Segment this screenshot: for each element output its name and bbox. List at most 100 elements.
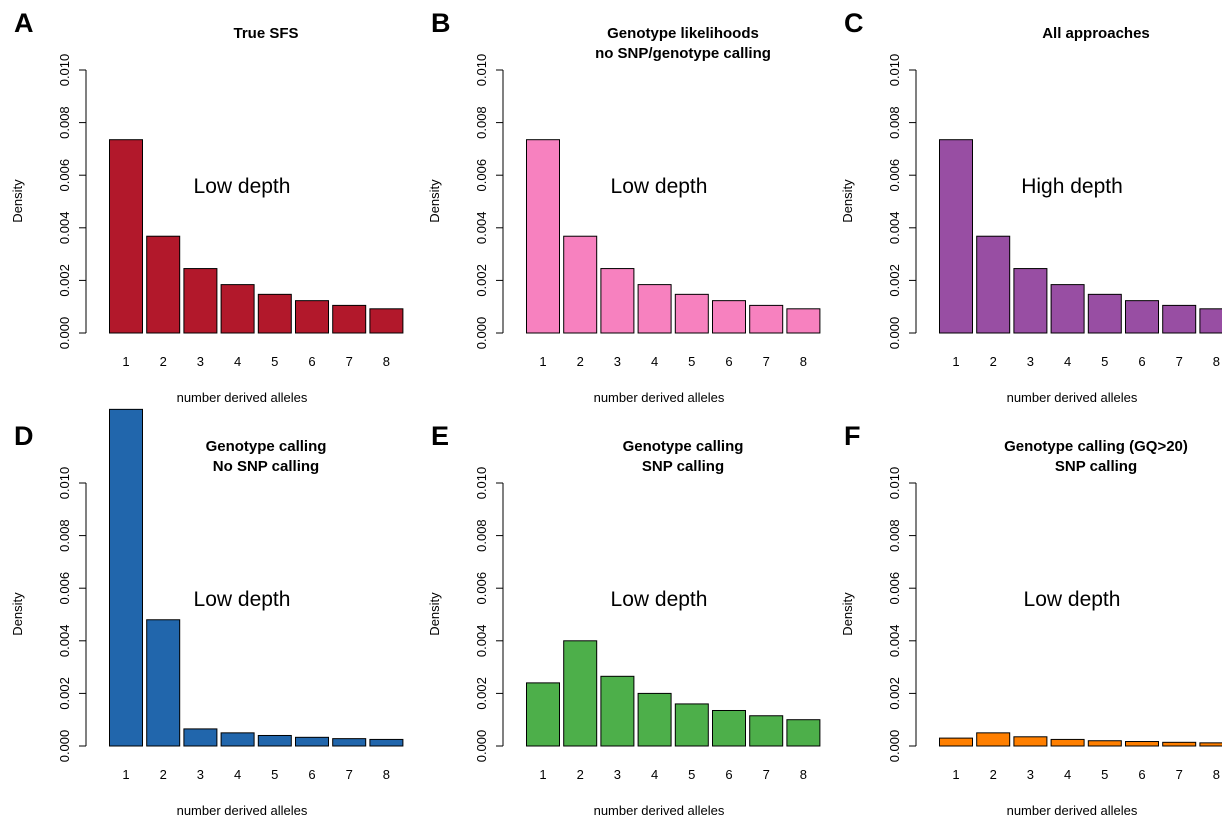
x-tick-label: 4 — [651, 354, 658, 369]
y-tick-label: 0.004 — [474, 625, 489, 658]
y-tick-label: 0.002 — [474, 264, 489, 297]
x-tick-label: 8 — [800, 354, 807, 369]
depth-annotation: Low depth — [611, 588, 708, 611]
y-tick-label: 0.000 — [474, 317, 489, 350]
bar-8 — [786, 719, 821, 747]
y-tick-label: 0.008 — [57, 519, 72, 552]
x-tick-label: 7 — [763, 354, 770, 369]
chart-title-line: SNP calling — [642, 458, 724, 475]
bar-4 — [1050, 738, 1085, 747]
y-tick-label: 0.008 — [887, 106, 902, 139]
bar-5 — [1087, 293, 1122, 334]
x-axis-label: number derived alleles — [594, 390, 725, 405]
x-tick-label: 4 — [234, 354, 241, 369]
x-tick-label: 1 — [539, 354, 546, 369]
x-tick-label: 6 — [725, 354, 732, 369]
x-tick-label: 7 — [1176, 354, 1183, 369]
x-tick-label: 6 — [1138, 354, 1145, 369]
x-axis-label: number derived alleles — [177, 390, 308, 405]
x-tick-label: 6 — [308, 767, 315, 782]
bar-3 — [183, 268, 218, 334]
x-tick-label: 3 — [197, 767, 204, 782]
x-tick-label: 8 — [1213, 354, 1220, 369]
bar-4 — [1050, 284, 1085, 334]
x-tick-label: 2 — [160, 767, 167, 782]
y-tick-label: 0.000 — [57, 317, 72, 350]
y-tick-label: 0.010 — [474, 467, 489, 500]
bar-1 — [109, 408, 143, 747]
y-axis-label: Density — [427, 179, 442, 223]
y-tick-label: 0.010 — [57, 467, 72, 500]
x-tick-label: 3 — [1027, 354, 1034, 369]
x-tick-label: 7 — [1176, 767, 1183, 782]
bar-8 — [369, 738, 404, 747]
x-tick-label: 7 — [763, 767, 770, 782]
x-axis-label: number derived alleles — [177, 803, 308, 818]
bar-2 — [146, 235, 181, 334]
y-tick-label: 0.010 — [887, 54, 902, 87]
bar-7 — [749, 715, 784, 747]
y-tick-label: 0.000 — [57, 730, 72, 763]
y-axis-label: Density — [840, 179, 855, 223]
bar-7 — [749, 304, 784, 334]
bar-2 — [563, 235, 598, 334]
bar-2 — [976, 235, 1011, 334]
x-tick-label: 5 — [688, 354, 695, 369]
bar-4 — [637, 692, 672, 747]
x-tick-label: 6 — [1138, 767, 1145, 782]
x-tick-label: 2 — [990, 354, 997, 369]
bar-4 — [220, 284, 255, 334]
y-tick-label: 0.002 — [57, 677, 72, 710]
chart-title-line: True SFS — [233, 25, 298, 42]
bar-5 — [1087, 740, 1122, 747]
x-tick-label: 8 — [1213, 767, 1220, 782]
y-tick-label: 0.002 — [887, 677, 902, 710]
x-tick-label: 1 — [122, 354, 129, 369]
bar-1 — [526, 139, 560, 334]
x-tick-label: 4 — [1064, 767, 1071, 782]
y-tick-label: 0.000 — [474, 730, 489, 763]
x-tick-label: 5 — [688, 767, 695, 782]
x-tick-label: 3 — [1027, 767, 1034, 782]
bar-2 — [976, 732, 1011, 747]
y-tick-label: 0.004 — [57, 212, 72, 245]
panel-b: B Genotype likelihoods no SNP/genotype cal… — [427, 8, 821, 405]
depth-annotation: Low depth — [194, 588, 291, 611]
x-tick-label: 4 — [651, 767, 658, 782]
bar-6 — [712, 709, 746, 747]
chart-title-line: All approaches — [1042, 25, 1150, 42]
chart-title-line: SNP calling — [1055, 458, 1137, 475]
y-tick-label: 0.002 — [474, 677, 489, 710]
y-tick-label: 0.006 — [474, 572, 489, 605]
x-tick-label: 3 — [614, 354, 621, 369]
y-tick-label: 0.004 — [57, 625, 72, 658]
y-tick-label: 0.008 — [474, 519, 489, 552]
bar-8 — [1199, 308, 1222, 334]
x-tick-label: 7 — [346, 354, 353, 369]
x-tick-label: 8 — [383, 767, 390, 782]
x-axis-label: number derived alleles — [594, 803, 725, 818]
y-tick-label: 0.010 — [57, 54, 72, 87]
x-tick-label: 2 — [577, 354, 584, 369]
y-tick-label: 0.000 — [887, 317, 902, 350]
y-tick-label: 0.008 — [57, 106, 72, 139]
y-tick-label: 0.006 — [57, 572, 72, 605]
bar-3 — [600, 268, 635, 334]
x-tick-label: 7 — [346, 767, 353, 782]
bar-7 — [332, 738, 367, 747]
bar-7 — [1162, 304, 1197, 334]
x-tick-label: 2 — [577, 767, 584, 782]
y-axis-label: Density — [427, 592, 442, 636]
y-tick-label: 0.006 — [887, 572, 902, 605]
bar-3 — [600, 675, 635, 747]
panel-c: C All approaches 0.000 0.002 0.004 0.006 0.008… — [840, 8, 1222, 405]
chart-title-line: Genotype calling — [623, 438, 744, 455]
panel-a: A True SFS 0.000 0.002 0.004 0.006 0.008 0.010 D… — [10, 8, 404, 405]
bar-6 — [1125, 741, 1159, 747]
bar-6 — [712, 300, 746, 334]
bar-7 — [332, 304, 367, 334]
bar-6 — [295, 300, 329, 334]
x-axis-label: number derived alleles — [1007, 390, 1138, 405]
x-tick-label: 5 — [271, 354, 278, 369]
